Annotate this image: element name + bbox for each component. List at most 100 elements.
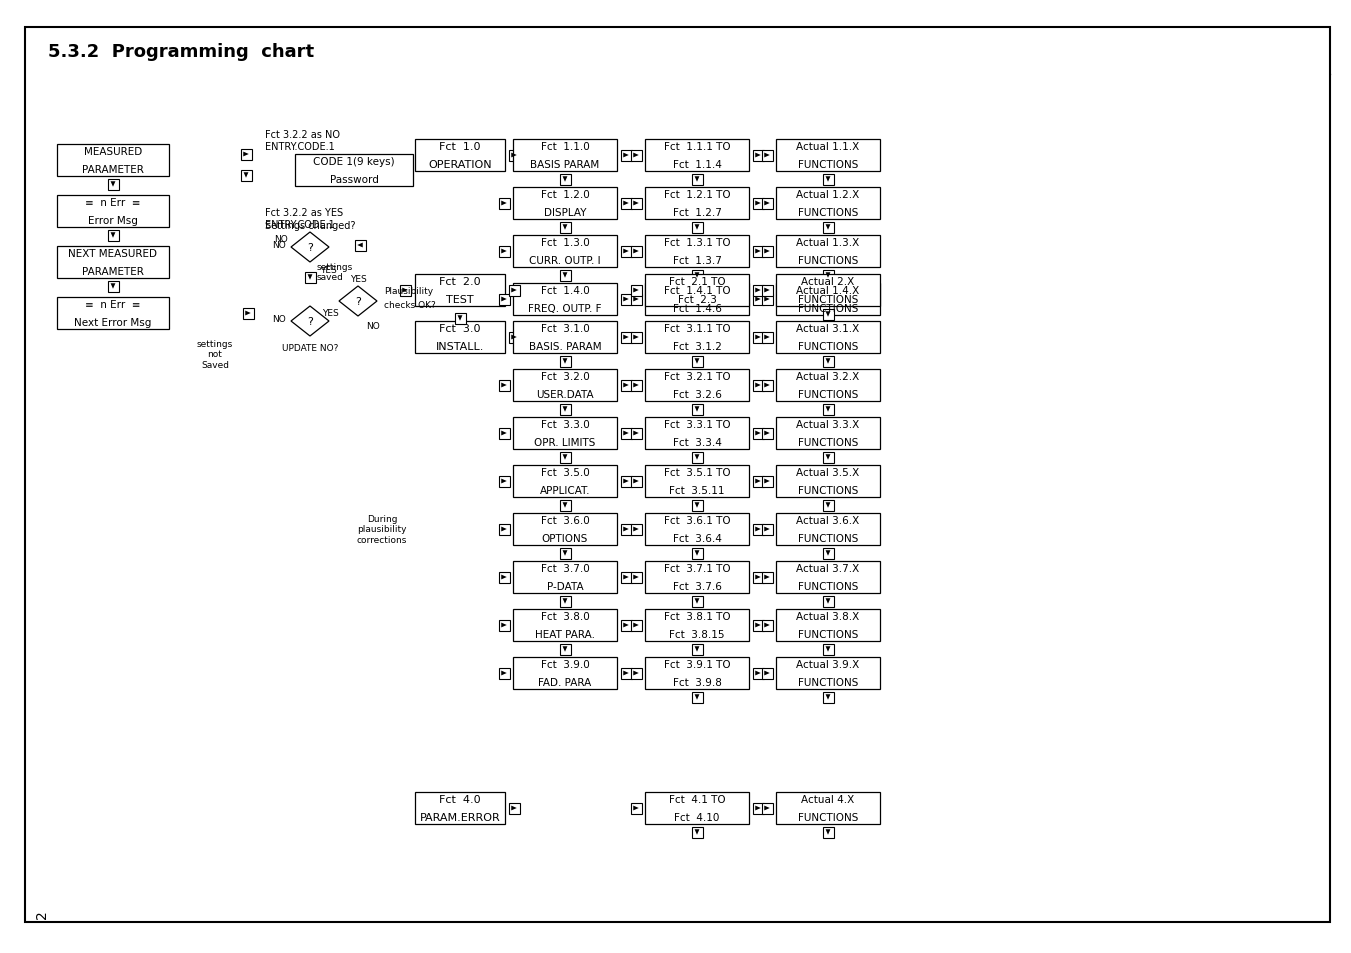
Bar (775, 561, 880, 594)
Bar (499, 524, 509, 535)
Bar (644, 792, 748, 824)
Polygon shape (308, 275, 312, 280)
Text: NEXT MEASURED: NEXT MEASURED (69, 249, 158, 259)
Bar (644, 140, 748, 172)
Text: OPTIONS: OPTIONS (542, 533, 588, 543)
Text: P-DATA: P-DATA (547, 581, 584, 591)
Text: FUNCTIONS: FUNCTIONS (798, 341, 858, 352)
Bar (620, 380, 631, 391)
Polygon shape (501, 431, 507, 436)
Bar (644, 188, 748, 220)
Bar (57, 195, 169, 228)
Bar (620, 572, 631, 583)
Polygon shape (755, 431, 761, 436)
Bar (644, 370, 748, 401)
Bar (762, 380, 773, 391)
Bar (513, 235, 617, 268)
Text: Fct  2.0: Fct 2.0 (439, 277, 481, 287)
Text: TEST: TEST (446, 294, 474, 304)
Bar (631, 802, 642, 814)
Text: UPDATE NO?: UPDATE NO? (282, 344, 338, 353)
Polygon shape (501, 383, 507, 388)
Bar (692, 596, 703, 607)
Text: Fct  3.1.0: Fct 3.1.0 (540, 324, 589, 334)
Polygon shape (634, 431, 639, 436)
Polygon shape (825, 598, 831, 604)
Bar (559, 222, 570, 233)
Bar (775, 609, 880, 641)
Text: Password: Password (330, 174, 378, 185)
Polygon shape (511, 288, 516, 294)
Bar (775, 322, 880, 354)
Polygon shape (825, 177, 831, 183)
Bar (753, 285, 763, 296)
Polygon shape (634, 297, 639, 302)
Text: Fct 3.2.2 as NO
ENTRY.CODE.1: Fct 3.2.2 as NO ENTRY.CODE.1 (265, 130, 340, 152)
Bar (631, 333, 642, 343)
Bar (631, 151, 642, 161)
Bar (753, 198, 763, 210)
Polygon shape (623, 383, 628, 388)
Bar (631, 380, 642, 391)
Text: CODE 1(9 keys): CODE 1(9 keys) (313, 157, 394, 167)
Polygon shape (623, 575, 628, 579)
Bar (508, 285, 520, 296)
Polygon shape (825, 455, 831, 460)
Polygon shape (755, 479, 761, 484)
Polygon shape (634, 805, 639, 811)
Bar (692, 692, 703, 702)
Polygon shape (111, 284, 115, 290)
Polygon shape (765, 805, 770, 811)
Bar (415, 792, 505, 824)
Polygon shape (623, 527, 628, 532)
Text: YES: YES (350, 275, 366, 284)
Bar (631, 246, 642, 257)
Polygon shape (634, 250, 639, 254)
Text: Actual 1.1.X: Actual 1.1.X (796, 142, 859, 152)
Text: Fct  3.3.1 TO: Fct 3.3.1 TO (663, 420, 731, 430)
Polygon shape (825, 695, 831, 700)
Bar (753, 572, 763, 583)
Text: ≡  n Err  ≡: ≡ n Err ≡ (85, 300, 141, 310)
Text: Fct  3.9.8: Fct 3.9.8 (673, 677, 721, 687)
Text: Fct  2.1 TO: Fct 2.1 TO (669, 277, 725, 287)
Polygon shape (765, 671, 770, 676)
Bar (620, 668, 631, 679)
Polygon shape (694, 273, 700, 278)
Polygon shape (765, 623, 770, 628)
Text: ?: ? (307, 316, 313, 327)
Bar (620, 294, 631, 305)
Polygon shape (562, 503, 567, 508)
Text: Fct  3.5.1 TO: Fct 3.5.1 TO (663, 468, 731, 477)
Bar (644, 561, 748, 594)
Bar (762, 524, 773, 535)
Text: Fct  3.2.1 TO: Fct 3.2.1 TO (663, 372, 731, 382)
Bar (508, 333, 520, 343)
Polygon shape (501, 250, 507, 254)
Bar (559, 500, 570, 511)
Text: Fct  3.1.2: Fct 3.1.2 (673, 341, 721, 352)
Bar (775, 274, 880, 307)
Bar (692, 271, 703, 281)
Polygon shape (755, 671, 761, 676)
Bar (631, 668, 642, 679)
Polygon shape (243, 152, 249, 157)
Text: FREQ. OUTP. F: FREQ. OUTP. F (528, 303, 601, 314)
Text: Fct  3.8.1 TO: Fct 3.8.1 TO (663, 612, 731, 621)
Bar (513, 370, 617, 401)
Text: BASIS. PARAM: BASIS. PARAM (528, 341, 601, 352)
Polygon shape (562, 273, 567, 278)
Bar (513, 561, 617, 594)
Text: Actual 3.3.X: Actual 3.3.X (796, 420, 859, 430)
Text: FUNCTIONS: FUNCTIONS (798, 255, 858, 265)
Polygon shape (339, 287, 377, 316)
Bar (753, 619, 763, 631)
Text: Actual 3.5.X: Actual 3.5.X (796, 468, 859, 477)
Polygon shape (755, 335, 761, 340)
Bar (823, 271, 834, 281)
Text: HEAT PARA.: HEAT PARA. (535, 629, 594, 639)
Bar (513, 609, 617, 641)
Bar (499, 380, 509, 391)
Bar (631, 619, 642, 631)
Bar (240, 150, 251, 160)
